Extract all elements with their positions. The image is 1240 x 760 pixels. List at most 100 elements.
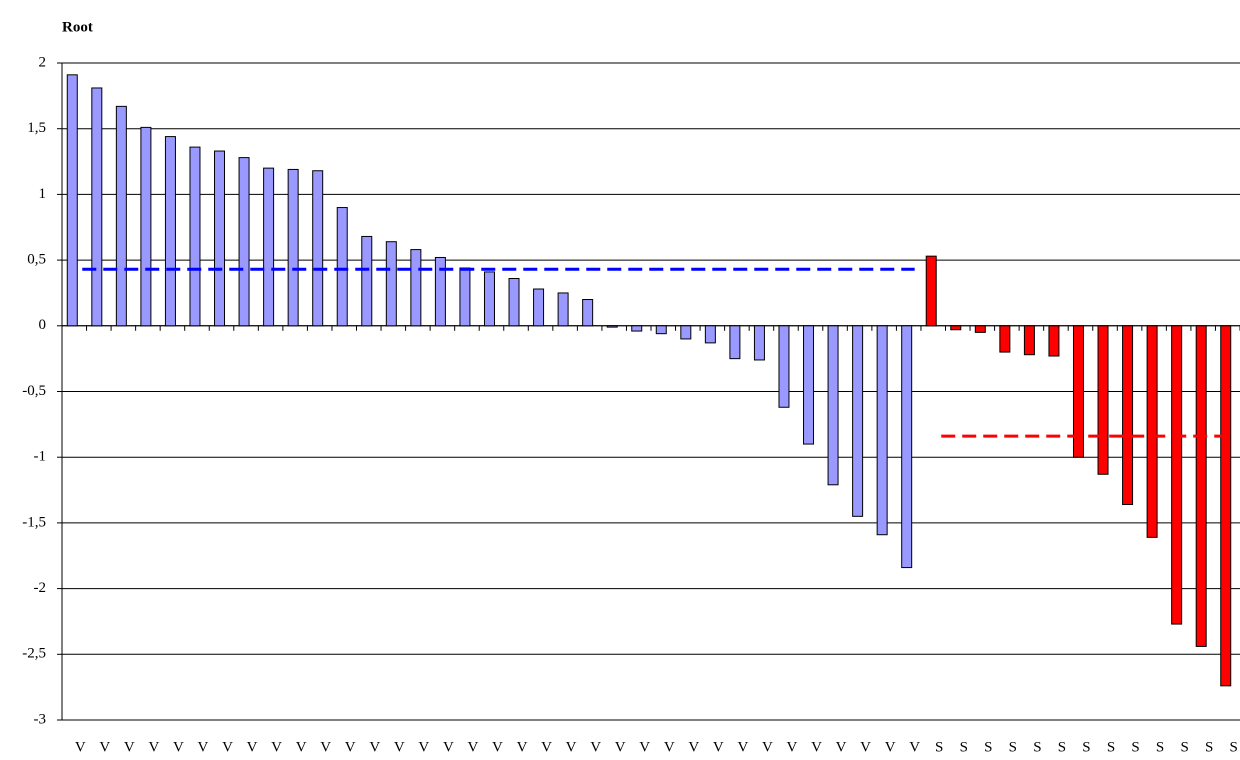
x-tick-label: V (860, 739, 871, 755)
bar (1171, 325, 1183, 625)
bar (778, 325, 790, 408)
x-tick-label: V (345, 739, 356, 755)
bar (950, 325, 962, 331)
x-tick-label: S (1180, 739, 1188, 755)
y-tick-label: 0,5 (27, 252, 46, 268)
x-tick-label: V (173, 739, 184, 755)
bar (557, 292, 569, 327)
x-tick-label: S (1205, 739, 1213, 755)
y-tick-label: 0 (39, 317, 47, 333)
bar (533, 288, 545, 327)
bar (1146, 325, 1158, 538)
bar (410, 249, 422, 327)
bar (1195, 325, 1207, 647)
bar (263, 167, 275, 327)
bar (1122, 325, 1134, 506)
x-tick-label: V (198, 739, 209, 755)
x-tick-label: S (935, 739, 943, 755)
bar (459, 267, 471, 327)
bar (680, 325, 692, 340)
x-tick-label: V (296, 739, 307, 755)
x-tick-label: S (1107, 739, 1115, 755)
x-tick-label: V (99, 739, 110, 755)
x-tick-label: V (541, 739, 552, 755)
bar (189, 146, 201, 327)
x-tick-label: V (320, 739, 331, 755)
x-tick-label: V (615, 739, 626, 755)
y-tick-label: 1,5 (27, 120, 46, 136)
x-tick-label: S (1082, 739, 1090, 755)
x-tick-label: V (811, 739, 822, 755)
x-tick-label: V (639, 739, 650, 755)
bar (655, 325, 667, 335)
x-tick-label: S (960, 739, 968, 755)
x-tick-label: V (517, 739, 528, 755)
x-tick-label: V (762, 739, 773, 755)
bar (385, 241, 397, 327)
x-tick-label: V (418, 739, 429, 755)
x-tick-label: V (148, 739, 159, 755)
x-tick-label: V (75, 739, 86, 755)
x-tick-label: V (590, 739, 601, 755)
x-tick-label: V (885, 739, 896, 755)
x-tick-label: V (271, 739, 282, 755)
bar (483, 271, 495, 327)
x-tick-label: V (787, 739, 798, 755)
bar (66, 74, 78, 327)
bar (1048, 325, 1060, 357)
bar (803, 325, 815, 445)
x-tick-label: V (222, 739, 233, 755)
bar (606, 325, 618, 328)
bar (287, 168, 299, 327)
y-tick-label: -2,5 (22, 646, 46, 662)
y-tick-label: -3 (34, 711, 47, 727)
bar (631, 325, 643, 332)
bar (901, 325, 913, 569)
x-tick-label: V (124, 739, 135, 755)
x-tick-label: S (984, 739, 992, 755)
bar (852, 325, 864, 517)
bar (214, 150, 226, 327)
bar (1072, 325, 1084, 458)
bar (1220, 325, 1232, 687)
x-tick-label: S (1058, 739, 1066, 755)
x-tick-label: V (836, 739, 847, 755)
x-tick-label: V (664, 739, 675, 755)
bar (582, 299, 594, 327)
bar (704, 325, 716, 344)
bar (164, 136, 176, 327)
bar (827, 325, 839, 486)
x-tick-label: V (909, 739, 920, 755)
y-tick-label: 2 (39, 54, 47, 70)
bar (140, 126, 152, 327)
x-tick-label: V (713, 739, 724, 755)
bar (91, 87, 103, 327)
bar (729, 325, 741, 360)
y-tick-label: -0,5 (22, 383, 46, 399)
x-tick-label: V (688, 739, 699, 755)
x-tick-label: S (1009, 739, 1017, 755)
bar (925, 255, 937, 327)
x-tick-label: V (394, 739, 405, 755)
x-tick-label: V (492, 739, 503, 755)
y-tick-label: -2 (34, 580, 47, 596)
y-tick-label: -1 (34, 449, 47, 465)
bar (1023, 325, 1035, 356)
bar (115, 105, 127, 327)
bar (238, 157, 250, 327)
bar (753, 325, 765, 361)
y-tick-label: -1,5 (22, 514, 46, 530)
x-tick-label: V (443, 739, 454, 755)
bar (999, 325, 1011, 353)
x-tick-label: S (1230, 739, 1238, 755)
x-tick-label: S (1033, 739, 1041, 755)
bar (336, 207, 348, 327)
bar (974, 325, 986, 333)
bar (361, 235, 373, 327)
x-tick-label: V (566, 739, 577, 755)
x-tick-label: V (247, 739, 258, 755)
x-tick-label: S (1156, 739, 1164, 755)
y-tick-label: 1 (39, 186, 47, 202)
x-tick-label: V (369, 739, 380, 755)
